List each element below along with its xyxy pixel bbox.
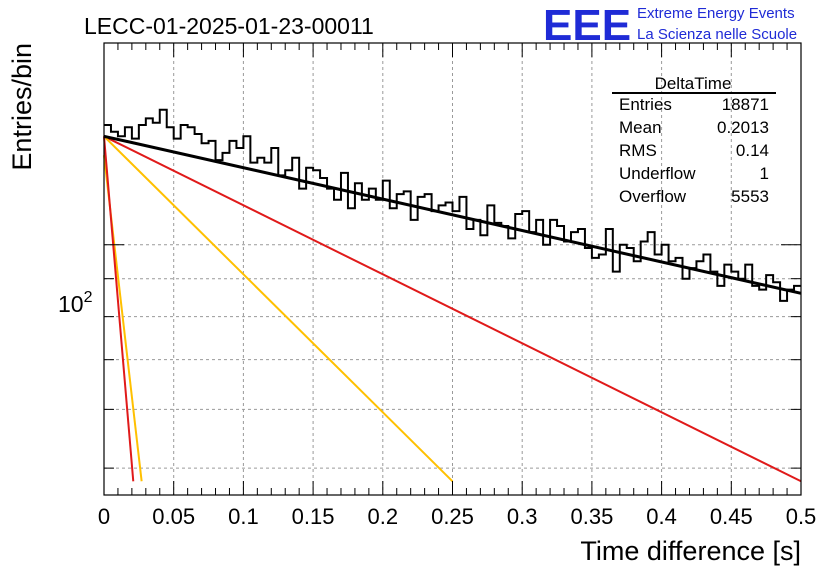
y-axis-ticks bbox=[104, 244, 801, 469]
x-tick-label: 0.4 bbox=[646, 504, 677, 529]
stats-label-underflow: Underflow bbox=[619, 164, 696, 183]
x-tick-label: 0 bbox=[98, 504, 110, 529]
stats-value-entries: 18871 bbox=[722, 95, 769, 114]
stats-value-rms: 0.14 bbox=[736, 141, 769, 160]
x-tick-label: 0.35 bbox=[570, 504, 613, 529]
fit-line-total bbox=[103, 134, 802, 295]
y-tick-label-100: 102 bbox=[58, 289, 93, 317]
x-tick-label: 0.05 bbox=[152, 504, 195, 529]
chart-title: LECC-01-2025-01-23-00011 bbox=[84, 13, 374, 39]
x-tick-label: 0.45 bbox=[710, 504, 753, 529]
eee-logo-line1: Extreme Energy Events bbox=[637, 5, 795, 22]
fit-components bbox=[103, 135, 802, 483]
x-axis-label: Time difference [s] bbox=[580, 536, 801, 566]
stats-value-overflow: 5553 bbox=[731, 187, 769, 206]
grid bbox=[104, 43, 801, 495]
x-tick-label: 0.2 bbox=[368, 504, 399, 529]
x-tick-label: 0.5 bbox=[786, 504, 817, 529]
x-tick-label: 0.25 bbox=[431, 504, 474, 529]
fit-line-component-1 bbox=[103, 135, 802, 483]
stats-label-rms: RMS bbox=[619, 141, 657, 160]
plot-area: 0 0.05 0.1 0.15 0.2 0.25 0.3 0.35 0.4 0.45 0.5 bbox=[98, 42, 816, 529]
stats-box-title: DeltaTime bbox=[655, 74, 732, 93]
eee-logo-mark: EEE bbox=[543, 1, 631, 50]
stats-label-overflow: Overflow bbox=[619, 187, 687, 206]
fit-line-component-2 bbox=[103, 135, 454, 482]
fit-line-component-4 bbox=[103, 136, 135, 482]
stats-value-mean: 0.2013 bbox=[717, 118, 769, 137]
fit-total bbox=[103, 134, 802, 295]
eee-logo: EEE Extreme Energy Events La Scienza nel… bbox=[543, 1, 797, 50]
stats-rows: Entries 18871 Mean 0.2013 RMS 0.14 Underflow 1 O… bbox=[619, 95, 769, 206]
stats-label-entries: Entries bbox=[619, 95, 672, 114]
x-tick-label: 0.15 bbox=[292, 504, 335, 529]
stats-value-underflow: 1 bbox=[760, 164, 769, 183]
histogram-deltatime bbox=[104, 108, 801, 302]
eee-logo-line2: La Scienza nelle Scuole bbox=[637, 26, 797, 43]
x-tick-label: 0.1 bbox=[228, 504, 259, 529]
stats-label-mean: Mean bbox=[619, 118, 662, 137]
x-axis-ticks: 0 0.05 0.1 0.15 0.2 0.25 0.3 0.35 0.4 0.45 0.5 bbox=[98, 43, 816, 529]
stats-box: DeltaTime Entries 18871 Mean 0.2013 RMS 0.14 U… bbox=[612, 74, 776, 206]
x-tick-label: 0.3 bbox=[507, 504, 538, 529]
y-axis-label: Entries/bin bbox=[7, 43, 37, 171]
